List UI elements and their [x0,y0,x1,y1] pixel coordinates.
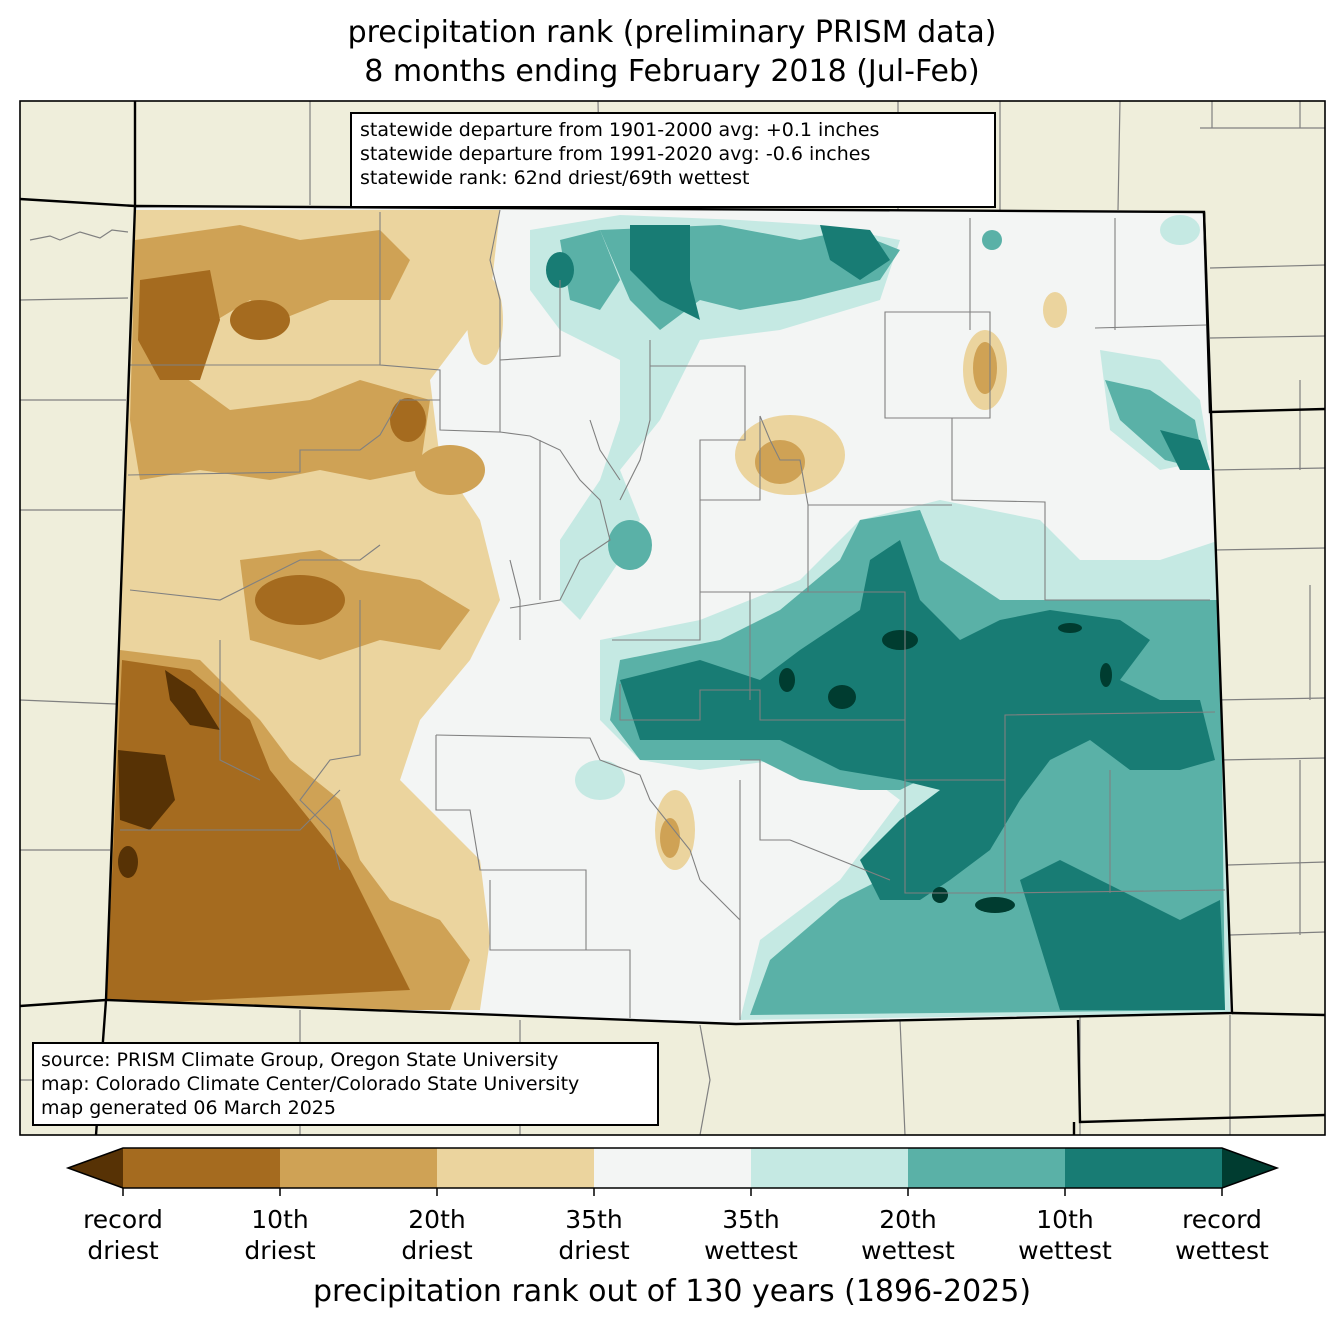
colorbar-title: precipitation rank out of 130 years (189… [312,1274,1032,1309]
credits-source: source: PRISM Climate Group, Oregon Stat… [41,1049,559,1071]
colorado-county-lines [120,209,1226,1020]
colorbar-tick-label: record driest [83,1205,163,1265]
stats-line-1991-2020: statewide departure from 1991-2020 avg: … [360,143,871,165]
colorbar-tick-label: 20th driest [401,1205,473,1265]
map-title-line1: precipitation rank (preliminary PRISM da… [347,15,997,50]
stats-line-1901-2000: statewide departure from 1901-2000 avg: … [360,119,880,141]
colorbar-tick-label: 10th wettest [1018,1205,1112,1265]
colorbar-tick-label: 10th driest [244,1205,316,1265]
record-driest-zone [118,670,220,878]
credits-box: source: PRISM Climate Group, Oregon Stat… [32,1042,659,1126]
statewide-stats-box: statewide departure from 1901-2000 avg: … [350,112,996,208]
stats-line-rank: statewide rank: 62nd driest/69th wettest [360,167,750,189]
colorado-boundary [104,204,1234,1026]
colorbar-tick-label: record wettest [1175,1205,1269,1265]
colorbar-tick-label: 20th wettest [861,1205,955,1265]
credits-generated: map generated 06 March 2025 [41,1097,336,1119]
record-wettest-zone [779,623,1112,913]
credits-map: map: Colorado Climate Center/Colorado St… [41,1073,580,1095]
colorbar-tick-label: 35th driest [558,1205,630,1265]
map-title-line2: 8 months ending February 2018 (Jul-Feb) [364,54,980,89]
driest-10-zone [106,270,426,1005]
colorbar-tick-label: 35th wettest [704,1205,798,1265]
map-frame [19,100,1326,1136]
